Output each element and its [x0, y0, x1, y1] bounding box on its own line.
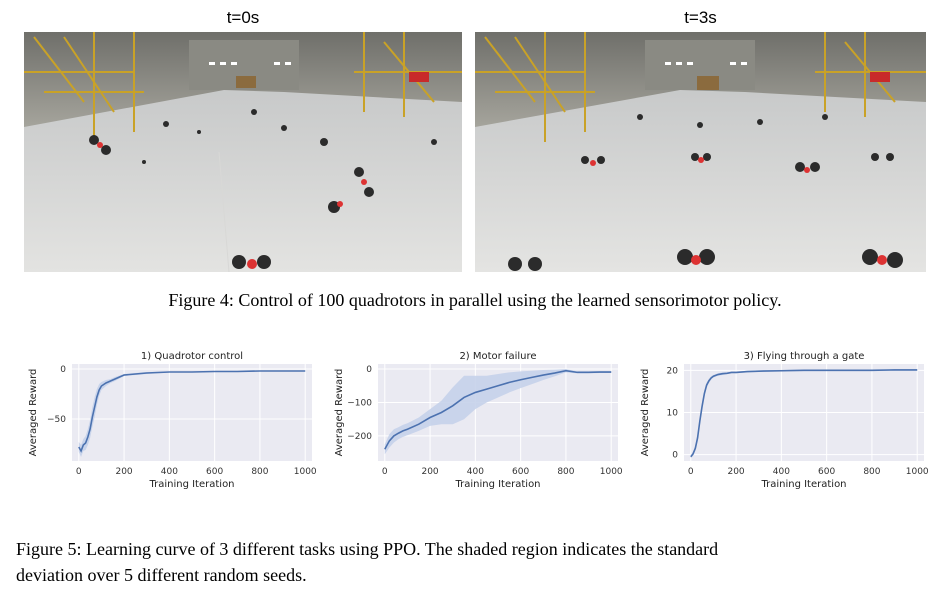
panel-title-t0: t=0s — [226, 8, 260, 27]
x-tick-label: 400 — [161, 467, 178, 477]
y-tick-label: 10 — [667, 409, 679, 419]
hangar-scene-t0 — [24, 32, 462, 272]
x-axis-label: Training Iteration — [454, 479, 540, 490]
y-axis-label: Averaged Reward — [640, 369, 651, 457]
chart-title: 1) Quadrotor control — [141, 351, 243, 362]
x-tick-label: 600 — [512, 467, 529, 477]
x-tick-label: 0 — [382, 467, 388, 477]
series-line — [690, 369, 918, 458]
x-axis-label: Training Iteration — [148, 479, 234, 490]
y-tick-label: −200 — [347, 432, 372, 442]
x-tick-label: 1000 — [294, 467, 317, 477]
x-tick-label: 400 — [773, 467, 790, 477]
x-tick-label: 800 — [251, 467, 268, 477]
x-tick-label: 200 — [115, 467, 132, 477]
chart-title: 3) Flying through a gate — [744, 351, 865, 362]
x-tick-label: 1000 — [906, 467, 929, 477]
y-axis-label: Averaged Reward — [334, 369, 345, 457]
series-line — [78, 370, 306, 453]
x-tick-label: 1000 — [600, 467, 623, 477]
figure5-caption-line1: Figure 5: Learning curve of 3 different … — [16, 539, 719, 559]
x-tick-label: 800 — [863, 467, 880, 477]
x-tick-label: 600 — [206, 467, 223, 477]
x-tick-label: 800 — [557, 467, 574, 477]
x-tick-label: 200 — [421, 467, 438, 477]
chart-motor-failure: 0 200 400 600 800 1000 0 −100 −200 2) Motor failu… — [330, 346, 626, 496]
x-axis-label: Training Iteration — [760, 479, 846, 490]
series-line — [384, 369, 612, 450]
y-tick-label: 0 — [672, 451, 678, 461]
chart-svg: 0 200 400 600 800 1000 0 −50 1) Quadrotor contro… — [24, 346, 320, 490]
y-tick-label: −100 — [347, 398, 372, 408]
x-tick-label: 400 — [467, 467, 484, 477]
figure5-caption-line2: deviation over 5 different random seeds. — [16, 565, 307, 585]
hangar-scene-t3-image — [475, 32, 926, 272]
hangar-scene-t0-image — [24, 32, 462, 272]
figure4-caption: Figure 4: Control of 100 quadrotors in p… — [168, 290, 782, 310]
x-tick-label: 600 — [818, 467, 835, 477]
y-tick-label: 20 — [667, 366, 679, 376]
chart-quadrotor-control: 0 200 400 600 800 1000 0 −50 1) Quadrotor contro… — [24, 346, 320, 496]
x-tick-label: 0 — [76, 467, 82, 477]
hangar-scene-t3 — [475, 32, 926, 272]
panel-title-t3: t=3s — [684, 8, 717, 27]
x-tick-label: 200 — [727, 467, 744, 477]
chart-flying-gate: 0 200 400 600 800 1000 0 10 20 3) Flying through … — [636, 346, 932, 496]
y-tick-label: 0 — [60, 365, 66, 375]
x-tick-label: 0 — [688, 467, 694, 477]
chart-title: 2) Motor failure — [459, 351, 536, 362]
chart-svg: 0 200 400 600 800 1000 0 −100 −200 2) Motor failu… — [330, 346, 626, 490]
y-axis-label: Averaged Reward — [28, 369, 39, 457]
y-tick-label: −50 — [47, 415, 66, 425]
plot-area — [72, 364, 312, 461]
chart-svg: 0 200 400 600 800 1000 0 10 20 3) Flying through … — [636, 346, 932, 490]
y-tick-label: 0 — [366, 365, 372, 375]
